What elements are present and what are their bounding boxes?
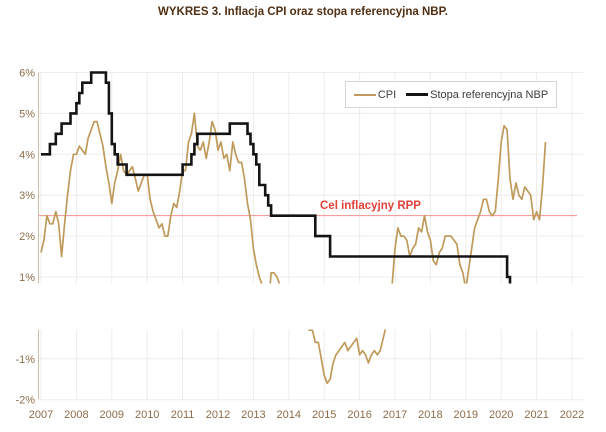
x-tick-label: 2010: [135, 409, 159, 421]
y-tick-label: 5%: [19, 108, 35, 120]
legend-item-cpi: CPI: [353, 88, 397, 101]
legend: CPI Stopa referencyjna NBP: [345, 81, 557, 108]
legend-label-nbp: Stopa referencyjna NBP: [430, 88, 549, 101]
x-tick-label: 2017: [383, 409, 407, 421]
x-tick-label: 2012: [206, 409, 230, 421]
x-tick-label: 2019: [454, 409, 478, 421]
gridlines: [38, 72, 583, 401]
chart-title: WYKRES 3. Inflacja CPI oraz stopa refere…: [158, 6, 448, 18]
x-tick-label: 2009: [100, 409, 124, 421]
y-tick-label: 1%: [19, 272, 35, 284]
x-tick-label: 2015: [312, 409, 336, 421]
y-tick-label: 6%: [19, 68, 35, 80]
x-tick-label: 2014: [277, 409, 301, 421]
y-axis-labels: 6% 5% 4% 3% 2% 1% -1% -2%: [15, 68, 35, 407]
nbp-line-swatch-icon: [406, 93, 429, 96]
nbp-rate-line: [41, 71, 549, 316]
x-tick-label: 2007: [29, 409, 53, 421]
y-tick-label: 3%: [19, 190, 35, 202]
inflation-target-label: Cel inflacyjny RPP: [320, 200, 421, 212]
x-tick-label: 2021: [524, 409, 548, 421]
legend-label-cpi: CPI: [377, 88, 397, 101]
legend-item-nbp: Stopa referencyjna NBP: [406, 89, 548, 101]
x-axis-labels: 2007 2008 2009 2010 2011 2012 2013 2014 2015 2016…: [29, 409, 584, 421]
x-tick-label: 2022: [560, 409, 584, 421]
y-tick-label: 4%: [19, 149, 35, 161]
cpi-line-swatch-icon: [353, 93, 376, 96]
x-tick-label: 2008: [64, 409, 88, 421]
x-tick-label: 2011: [171, 409, 195, 421]
x-tick-label: 2018: [418, 409, 442, 421]
y-tick-label: -2%: [15, 395, 35, 407]
y-tick-label: 2%: [19, 231, 35, 243]
x-tick-label: 2016: [347, 409, 371, 421]
x-tick-label: 2020: [489, 409, 513, 421]
y-tick-label: -1%: [15, 354, 35, 366]
x-tick-label: 2013: [241, 409, 265, 421]
